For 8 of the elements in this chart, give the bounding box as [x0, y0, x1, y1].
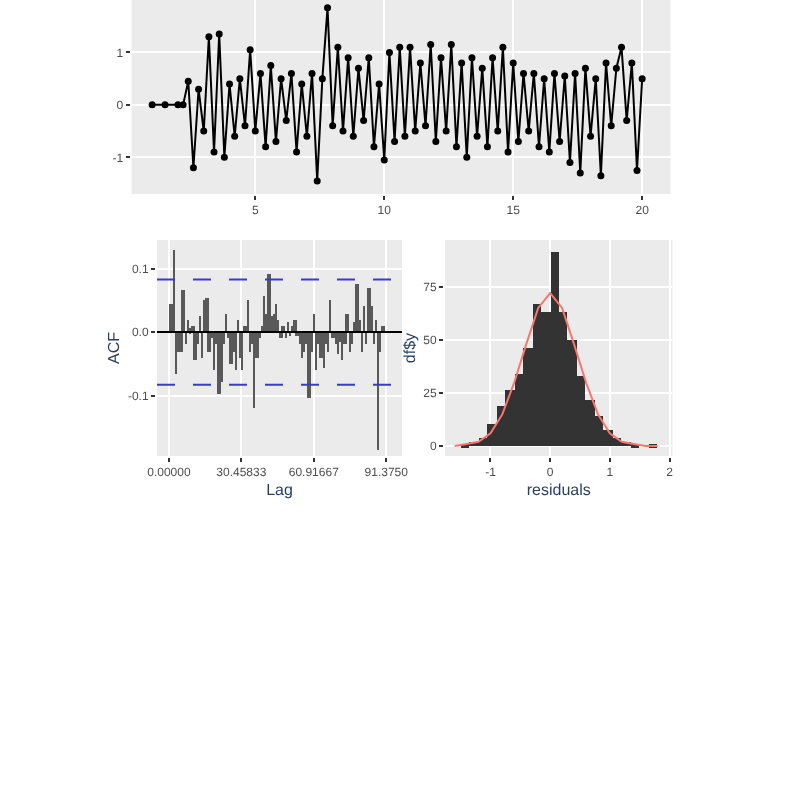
- bar: [193, 332, 197, 360]
- bar: [293, 320, 297, 332]
- bar: [307, 332, 311, 398]
- line-series: [453, 292, 659, 448]
- x-axis-title: residuals: [526, 480, 591, 499]
- y-axis-title: ACF: [105, 331, 124, 364]
- y-axis-title: df$y: [400, 332, 419, 364]
- x-axis-title: Lag: [266, 480, 293, 499]
